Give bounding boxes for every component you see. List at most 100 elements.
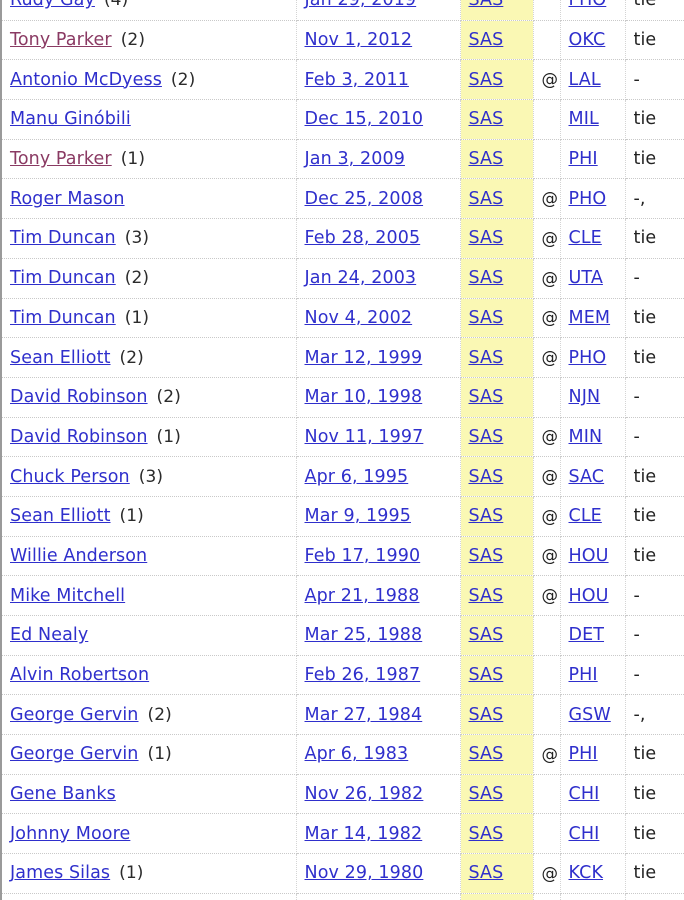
opponent-link[interactable]: PHO <box>568 0 607 11</box>
team-link[interactable]: SAS <box>468 188 504 209</box>
player-link[interactable]: George Gervin <box>10 704 139 725</box>
player-link[interactable]: Tim Duncan <box>10 228 116 249</box>
player-link[interactable]: Sean Elliott <box>10 347 111 368</box>
opponent-link[interactable]: CHI <box>568 784 600 805</box>
opponent-link[interactable]: SAC <box>568 466 605 487</box>
player-link[interactable]: Willie Anderson <box>10 545 148 566</box>
game-date-link[interactable]: Apr 6, 1995 <box>304 466 409 487</box>
opponent-link[interactable]: HOU <box>568 545 609 566</box>
team-link[interactable]: SAS <box>468 585 504 606</box>
game-date-link[interactable]: Feb 3, 2011 <box>304 69 409 90</box>
player-link[interactable]: Sean Elliott <box>10 506 111 527</box>
opponent-link[interactable]: MEM <box>568 307 611 328</box>
game-date-link[interactable]: Nov 11, 1997 <box>304 426 424 447</box>
opponent-link[interactable]: CHI <box>568 823 600 844</box>
game-date-link[interactable]: Apr 21, 1988 <box>304 585 420 606</box>
team-link[interactable]: SAS <box>468 506 504 527</box>
player-link[interactable]: Tim Duncan <box>10 307 116 328</box>
team-link[interactable]: SAS <box>468 744 504 765</box>
team-link[interactable]: SAS <box>468 149 504 170</box>
game-date-link[interactable]: Mar 27, 1984 <box>304 704 423 725</box>
opponent-link[interactable]: CLE <box>568 506 602 527</box>
opponent-link[interactable]: LAL <box>568 69 601 90</box>
player-link[interactable]: Manu Ginóbili <box>10 109 131 130</box>
team-link[interactable]: SAS <box>468 307 504 328</box>
opponent-link[interactable]: MIN <box>568 426 603 447</box>
game-date-link[interactable]: Feb 17, 1990 <box>304 545 421 566</box>
team-link[interactable]: SAS <box>468 268 504 289</box>
opponent-cell: MIL <box>560 99 626 140</box>
team-link[interactable]: SAS <box>468 30 504 51</box>
opponent-cell: GSW <box>560 694 626 736</box>
team-link[interactable]: SAS <box>468 228 504 249</box>
player-link[interactable]: David Robinson <box>10 426 148 447</box>
game-date-link[interactable]: Feb 26, 1987 <box>304 665 421 686</box>
game-date-link[interactable]: Dec 15, 2010 <box>304 109 424 130</box>
team-link[interactable]: SAS <box>468 704 504 725</box>
game-date-link[interactable]: Mar 9, 1995 <box>304 506 411 527</box>
opponent-link[interactable]: OKC <box>568 30 606 51</box>
game-date-link[interactable]: Jan 3, 2009 <box>304 149 405 170</box>
game-date-link[interactable]: Nov 26, 1982 <box>304 784 424 805</box>
game-date-link[interactable]: Nov 1, 2012 <box>304 30 413 51</box>
opponent-link[interactable]: UTA <box>568 268 603 289</box>
player-occurrence-count: (4) <box>103 0 129 11</box>
opponent-link[interactable]: HOU <box>568 585 609 606</box>
result-cell: tie <box>625 298 684 339</box>
game-date-link[interactable]: Apr 6, 1983 <box>304 744 409 765</box>
team-link[interactable]: SAS <box>468 0 504 11</box>
game-date-link[interactable]: Nov 4, 2002 <box>304 307 413 328</box>
team-link[interactable]: SAS <box>468 426 504 447</box>
player-link[interactable]: George Gervin <box>10 744 139 765</box>
team-link[interactable]: SAS <box>468 784 504 805</box>
player-link[interactable]: Roger Mason <box>10 188 125 209</box>
opponent-cell: CHI <box>560 774 626 815</box>
player-link[interactable]: Ed Nealy <box>10 625 89 646</box>
team-link[interactable]: SAS <box>468 387 504 408</box>
player-link[interactable]: Gene Banks <box>10 784 116 805</box>
player-link[interactable]: Tony Parker <box>10 30 112 51</box>
team-link[interactable]: SAS <box>468 347 504 368</box>
opponent-link[interactable]: PHI <box>568 149 598 170</box>
game-date-link[interactable]: Mar 25, 1988 <box>304 625 423 646</box>
game-date-link[interactable]: Jan 24, 2003 <box>304 268 417 289</box>
opponent-link[interactable]: GSW <box>568 704 611 725</box>
game-date-link[interactable]: Mar 10, 1998 <box>304 387 423 408</box>
player-link[interactable]: Alvin Robertson <box>10 665 150 686</box>
game-date-link[interactable]: Mar 12, 1999 <box>304 347 423 368</box>
team-link[interactable]: SAS <box>468 665 504 686</box>
opponent-link[interactable]: DET <box>568 625 605 646</box>
away-indicator-cell <box>533 139 561 180</box>
opponent-cell: SAC <box>560 456 626 497</box>
player-link[interactable]: James Silas <box>10 863 111 884</box>
team-link[interactable]: SAS <box>468 109 504 130</box>
player-link[interactable]: Johnny Moore <box>10 823 131 844</box>
player-link[interactable]: Mike Mitchell <box>10 585 126 606</box>
opponent-link[interactable]: NJN <box>568 387 601 408</box>
game-date-link[interactable]: Mar 14, 1982 <box>304 823 423 844</box>
game-date-link[interactable]: Jan 29, 2019 <box>304 0 417 11</box>
team-link[interactable]: SAS <box>468 625 504 646</box>
opponent-link[interactable]: PHI <box>568 665 598 686</box>
opponent-link[interactable]: CLE <box>568 228 602 249</box>
player-link[interactable]: David Robinson <box>10 387 148 408</box>
opponent-link[interactable]: PHO <box>568 188 607 209</box>
game-date-link[interactable]: Dec 25, 2008 <box>304 188 424 209</box>
player-link[interactable]: Chuck Person <box>10 466 130 487</box>
player-link[interactable]: Tim Duncan <box>10 268 116 289</box>
team-link[interactable]: SAS <box>468 466 504 487</box>
team-link[interactable]: SAS <box>468 545 504 566</box>
game-date-link[interactable]: Nov 29, 1980 <box>304 863 424 884</box>
opponent-link[interactable]: MIL <box>568 109 599 130</box>
player-link[interactable]: Tony Parker <box>10 149 112 170</box>
opponent-link[interactable]: PHI <box>568 744 598 765</box>
opponent-link[interactable]: KCK <box>568 863 604 884</box>
player-link[interactable]: Antonio McDyess <box>10 69 162 90</box>
player-link[interactable]: Rudy Gay <box>10 0 95 11</box>
team-link[interactable]: SAS <box>468 69 504 90</box>
opponent-link[interactable]: PHO <box>568 347 607 368</box>
game-date-link[interactable]: Feb 28, 2005 <box>304 228 421 249</box>
player-cell: David Robinson (2) <box>0 377 297 418</box>
team-link[interactable]: SAS <box>468 863 504 884</box>
team-link[interactable]: SAS <box>468 823 504 844</box>
